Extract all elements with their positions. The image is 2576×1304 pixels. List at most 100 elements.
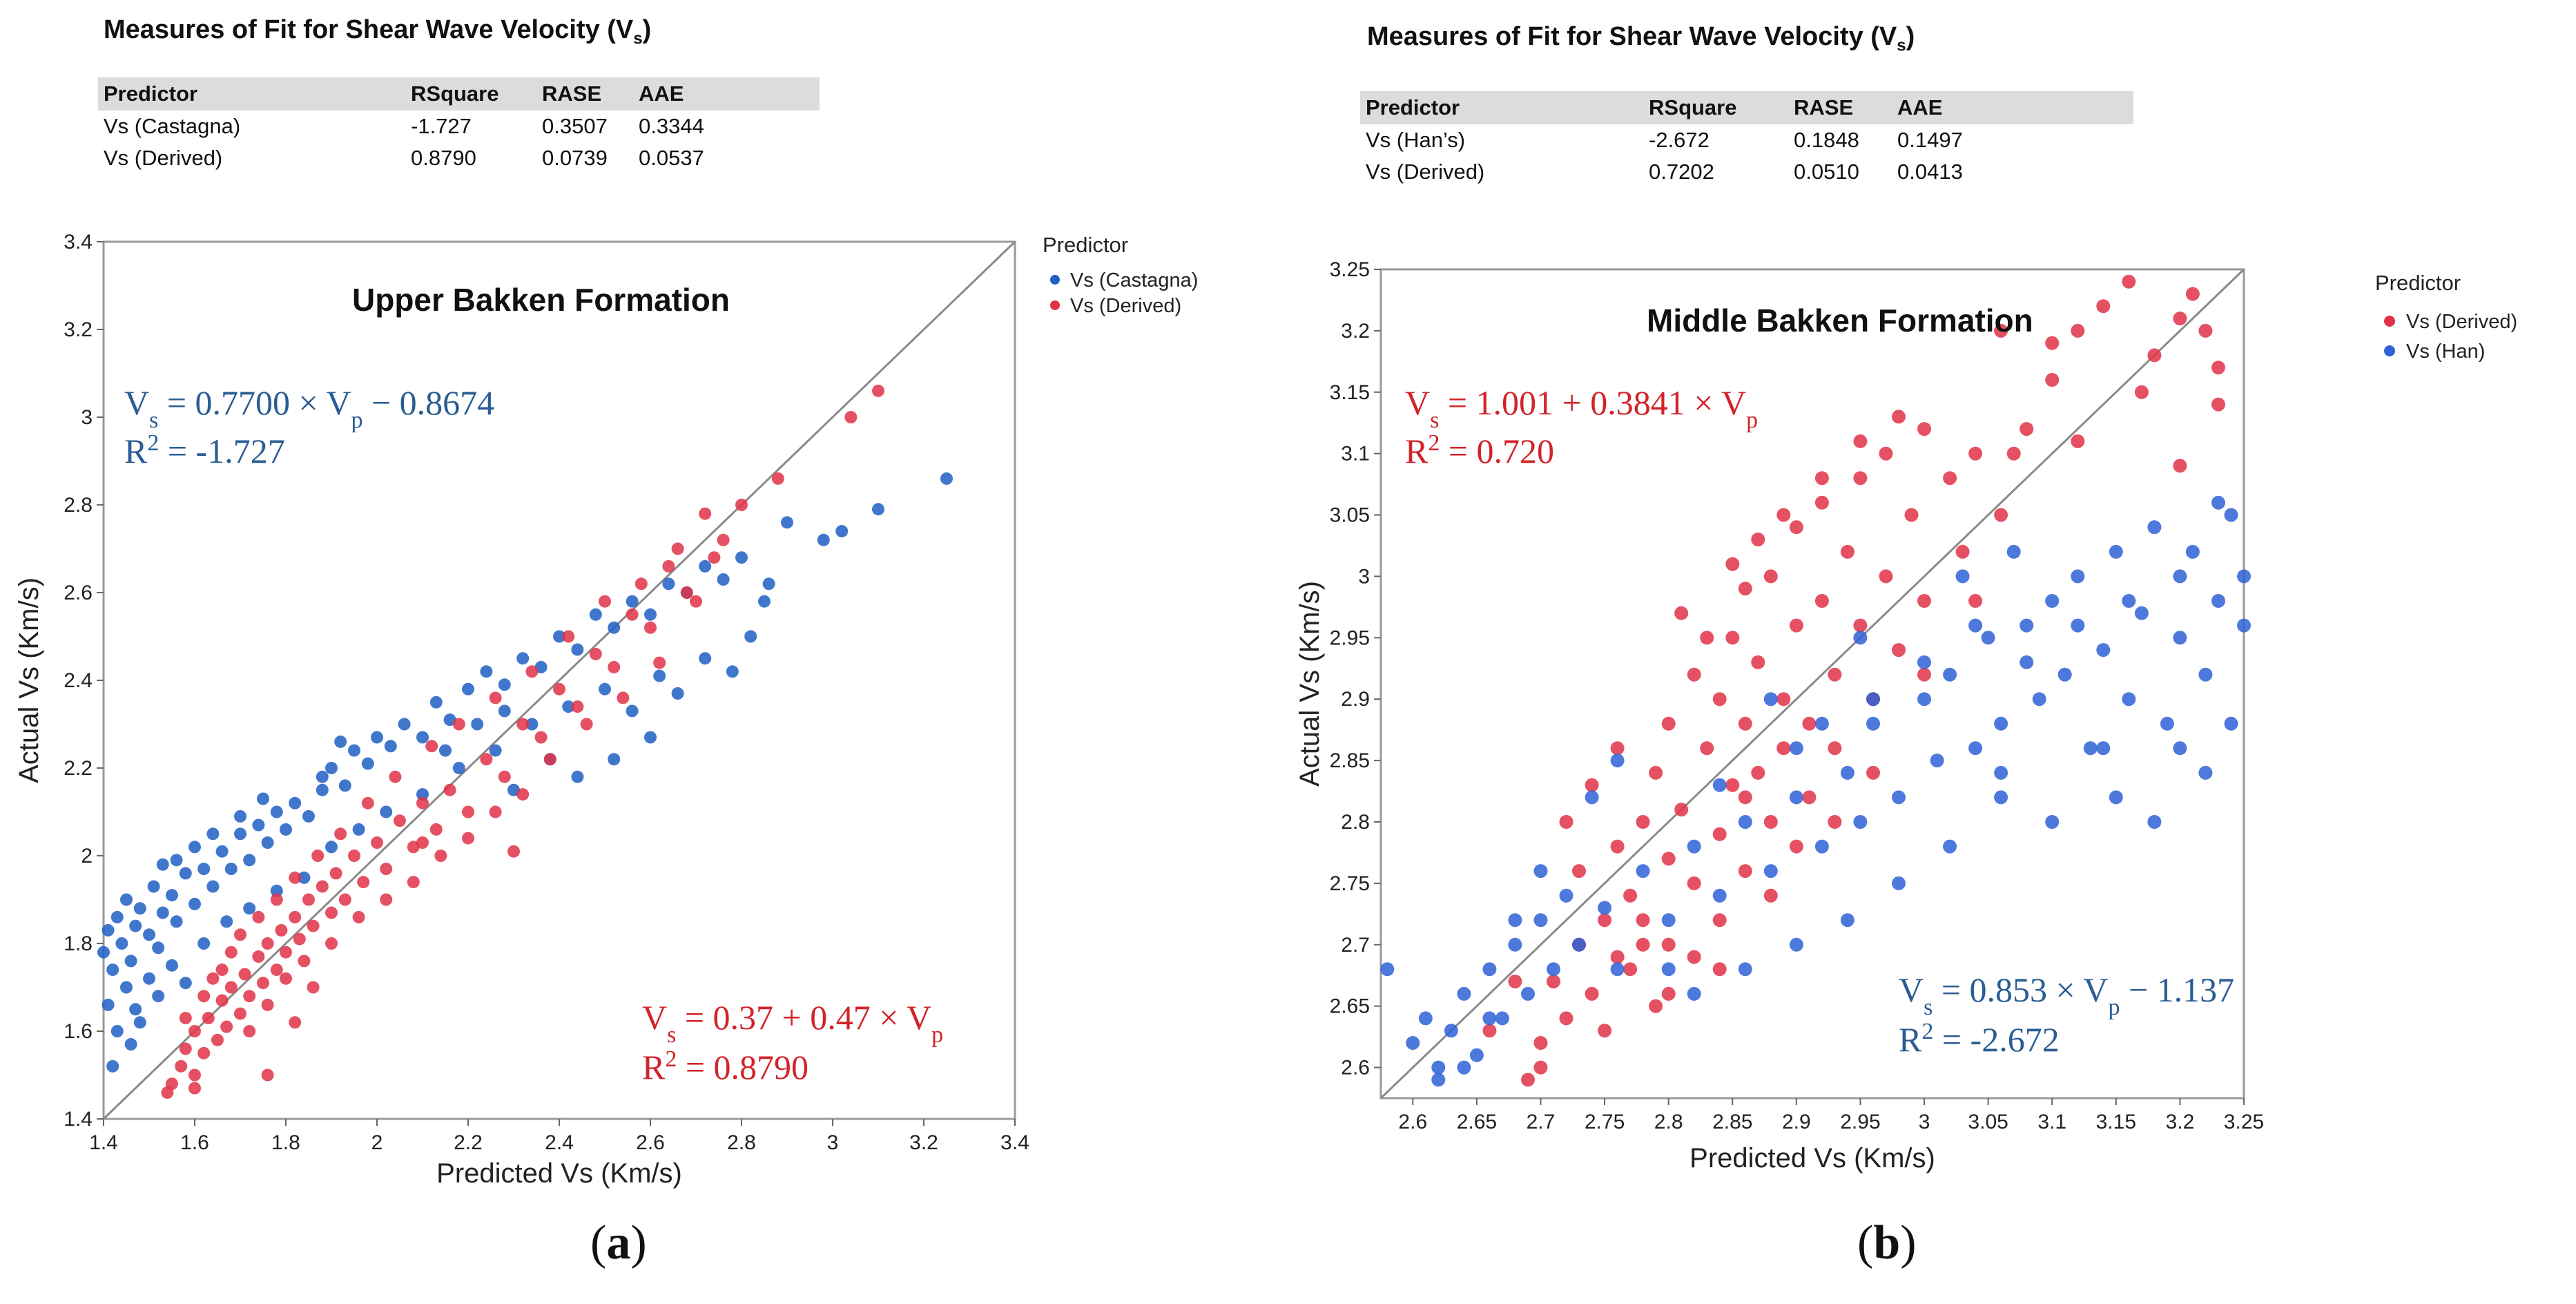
header-rase: RASE: [536, 77, 633, 111]
data-point: [2122, 692, 2136, 707]
data-point: [429, 696, 443, 709]
data-point: [407, 876, 420, 889]
plot-frame: [1379, 268, 2245, 1100]
data-point: [2071, 323, 2085, 338]
data-point: [1585, 790, 1599, 805]
y-tick-label: 2.65: [1330, 995, 1370, 1018]
data-point: [1814, 839, 1829, 854]
data-point: [644, 608, 657, 621]
data-point: [156, 906, 169, 919]
data-point: [1469, 1048, 1484, 1062]
caption-b: (b): [1857, 1216, 1917, 1269]
cell-rsquare: 0.8790: [411, 146, 476, 170]
data-point: [543, 753, 556, 766]
data-point: [270, 893, 283, 906]
data-point: [1636, 815, 1650, 829]
data-point: [1853, 471, 1868, 486]
data-point: [307, 919, 320, 932]
data-point: [394, 814, 406, 827]
data-point: [429, 823, 443, 836]
y-tick-label: 2.6: [1341, 1057, 1370, 1080]
data-point: [166, 959, 178, 972]
data-point: [717, 533, 730, 546]
data-point: [133, 902, 146, 915]
data-point: [1495, 1011, 1509, 1026]
legend-title: Predictor: [1043, 233, 1128, 257]
data-point: [1406, 1036, 1420, 1050]
data-point: [352, 823, 365, 836]
data-point: [671, 542, 684, 555]
data-point: [635, 577, 648, 591]
data-point: [124, 1038, 137, 1051]
data-point: [1738, 582, 1752, 596]
data-point: [1789, 618, 1803, 633]
data-point: [1892, 790, 1906, 805]
equation-derived: Vs = 1.001 + 0.3841 × Vp: [1405, 383, 1758, 433]
data-point: [2122, 594, 2136, 608]
data-point: [553, 682, 565, 696]
data-point: [817, 533, 830, 546]
data-point: [1968, 446, 1983, 461]
data-point: [1661, 937, 1676, 952]
data-point: [762, 577, 775, 591]
data-point: [280, 823, 292, 836]
data-point: [334, 827, 347, 841]
data-point: [1649, 999, 1663, 1013]
data-point: [781, 516, 793, 529]
data-point: [338, 893, 351, 906]
table-row: Vs (Derived) 0.8790 0.0739 0.0537: [98, 142, 820, 174]
data-point: [671, 687, 684, 700]
data-point: [1598, 913, 1612, 928]
data-point: [188, 1025, 201, 1037]
data-point: [1610, 839, 1625, 854]
data-point: [1840, 913, 1854, 928]
data-point: [289, 910, 302, 923]
header-predictor: Predictor: [1360, 91, 1643, 124]
data-point: [662, 559, 675, 573]
data-point: [147, 880, 160, 893]
data-point: [599, 682, 611, 696]
data-point: [2020, 618, 2034, 633]
data-point: [699, 507, 712, 520]
data-point: [1508, 913, 1522, 928]
data-point: [1661, 986, 1676, 1001]
y-tick-label: 3.4: [64, 231, 93, 253]
header-rsquare: RSquare: [1643, 91, 1788, 124]
x-tick-label: 2.7: [1527, 1111, 1556, 1133]
data-point: [1917, 655, 1931, 669]
x-tick-label: 3.25: [2224, 1111, 2264, 1133]
data-point: [416, 836, 429, 849]
data-point: [1789, 520, 1803, 535]
x-tick-label: 3.15: [2096, 1111, 2136, 1133]
x-tick-label: 3: [1919, 1111, 1930, 1133]
y-tick-label: 2.7: [1341, 934, 1370, 957]
data-point: [662, 577, 675, 591]
data-point: [97, 946, 110, 959]
data-point: [338, 779, 351, 792]
data-point: [143, 972, 155, 985]
data-point: [717, 573, 730, 586]
data-point: [1725, 557, 1740, 571]
legend-label-castagna: Vs (Castagna): [1070, 269, 1198, 291]
data-point: [1814, 594, 1829, 608]
data-point: [270, 805, 283, 818]
data-point: [325, 937, 338, 950]
data-point: [280, 972, 292, 985]
data-point: [156, 858, 169, 871]
data-point: [2198, 667, 2213, 682]
data-point: [1712, 888, 1727, 903]
data-point: [1661, 716, 1676, 731]
legend-marker-castagna: [1050, 275, 1060, 285]
data-point: [220, 915, 233, 928]
y-tick-label: 1.8: [64, 932, 93, 955]
data-point: [161, 1086, 174, 1099]
cell-predictor: Vs (Castagna): [104, 114, 241, 138]
fit-table: Predictor RSquare RASE AAE Vs (Han’s) -2…: [1360, 91, 2133, 188]
data-point: [129, 1003, 142, 1016]
legend-marker-han: [2384, 345, 2395, 356]
data-point: [188, 897, 201, 910]
data-point: [1687, 986, 1701, 1001]
data-point: [2147, 815, 2162, 829]
data-point: [175, 1060, 188, 1073]
data-point: [443, 783, 456, 796]
